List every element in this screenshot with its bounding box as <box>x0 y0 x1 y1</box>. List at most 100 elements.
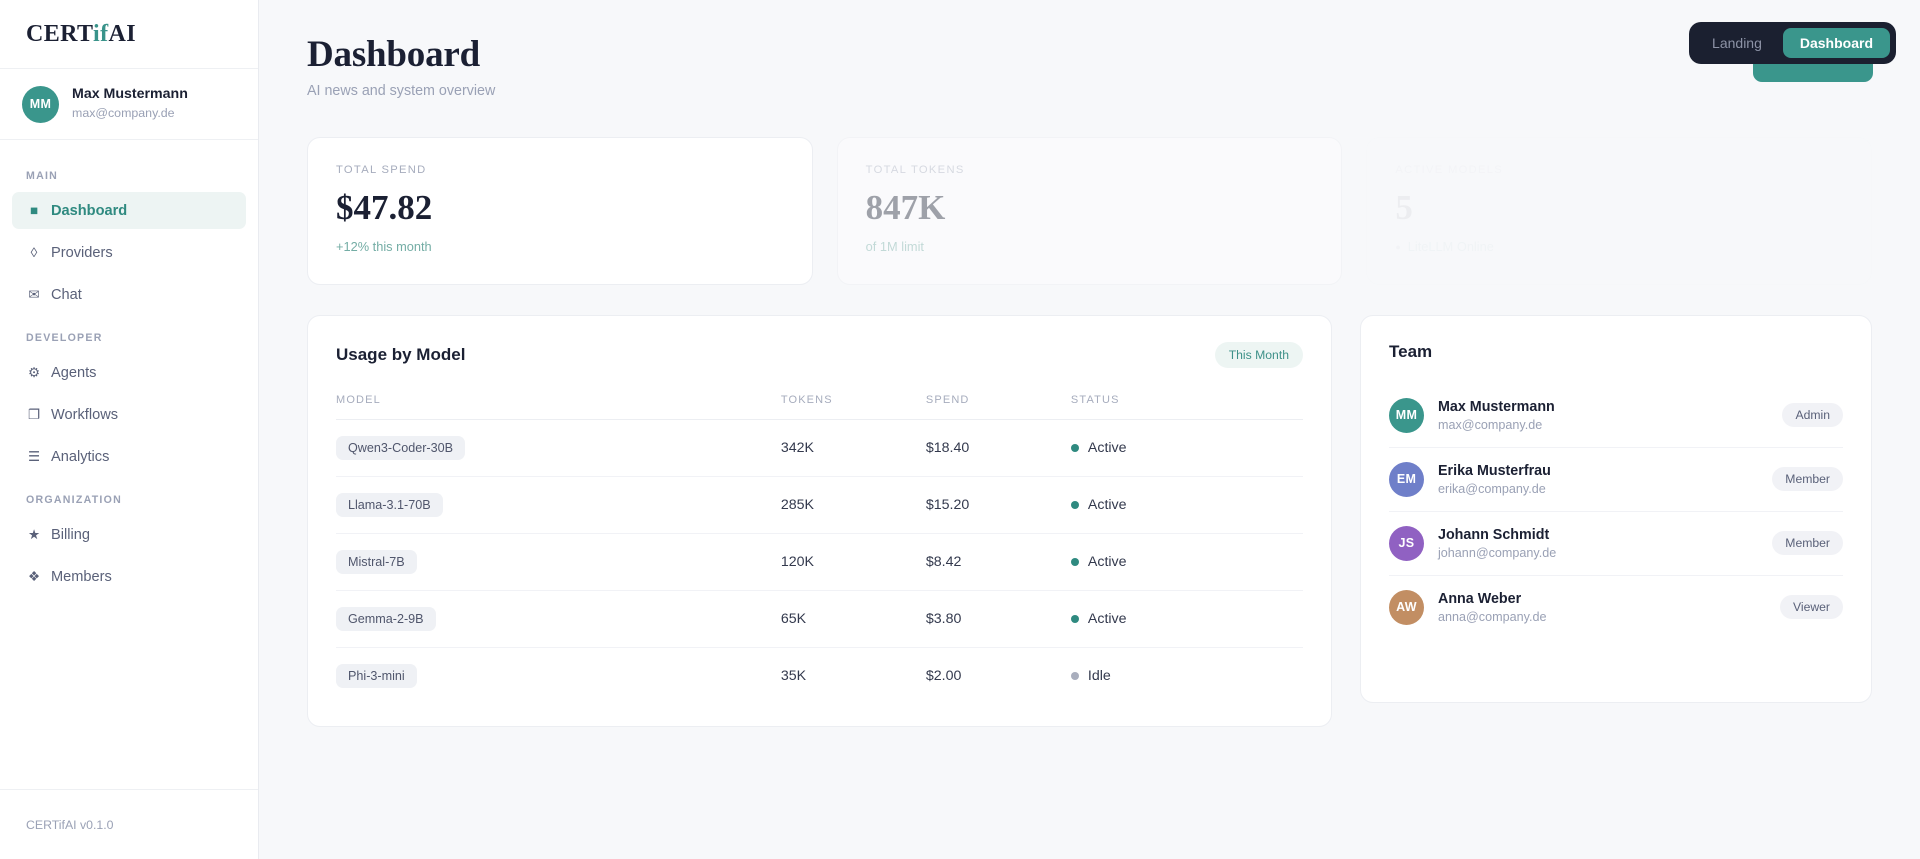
usage-panel-header: Usage by Model This Month <box>336 341 1303 368</box>
page-title: Dashboard <box>307 34 480 75</box>
team-member-email: johann@company.de <box>1438 546 1557 561</box>
nav-group-label-organization: ORGANIZATION <box>26 494 123 506</box>
stat-card-total-tokens: TOTAL TOKENS 847K of 1M limit <box>836 136 1343 285</box>
team-panel-title: Team <box>1389 341 1433 361</box>
cell-model: Gemma-2-9B <box>336 590 781 648</box>
logo-accent: if <box>93 20 109 47</box>
team-member-info: Erika Musterfrau erika@company.de <box>1438 462 1758 497</box>
model-chip: Phi-3-mini <box>336 663 417 688</box>
sidebar-item-label: Billing <box>51 526 90 543</box>
star-icon: ★ <box>27 526 41 542</box>
cell-model: Mistral-7B <box>336 533 781 591</box>
cell-tokens: 65K <box>780 590 926 648</box>
sidebar-item-analytics[interactable]: ☰ Analytics <box>12 438 246 475</box>
hamburger-lines-icon: ☰ <box>27 448 41 464</box>
role-badge: Admin <box>1782 403 1843 428</box>
view-toggle-option-landing[interactable]: Landing <box>1712 35 1762 51</box>
status-label: Active <box>1087 553 1127 570</box>
status-dot-icon <box>1070 443 1079 452</box>
table-row[interactable]: Llama-3.1-70B 285K $15.20 Active <box>336 476 1303 534</box>
cell-tokens: 120K <box>780 533 926 591</box>
sidebar-item-dashboard[interactable]: ■ Dashboard <box>12 192 246 229</box>
sidebar-item-members[interactable]: ❖ Members <box>12 558 246 595</box>
team-member-info: Anna Weber anna@company.de <box>1438 590 1766 625</box>
team-member-name: Anna Weber <box>1438 590 1522 607</box>
table-row[interactable]: Phi-3-mini 35K $2.00 Idle <box>336 647 1303 704</box>
team-member-email: max@company.de <box>1438 418 1543 433</box>
sidebar-item-agents[interactable]: ⚙ Agents <box>12 354 246 391</box>
team-member-name: Max Mustermann <box>1438 398 1555 415</box>
sidebar-item-label: Workflows <box>51 406 119 423</box>
usage-table: MODEL TOKENS SPEND STATUS Qwen3-Coder-30… <box>336 393 1303 704</box>
list-item[interactable]: EM Erika Musterfrau erika@company.de Member <box>1389 448 1843 512</box>
list-item[interactable]: AW Anna Weber anna@company.de Viewer <box>1389 576 1843 639</box>
sidebar-item-billing[interactable]: ★ Billing <box>12 516 246 553</box>
role-badge: Member <box>1772 467 1843 492</box>
cell-tokens: 342K <box>780 419 926 477</box>
envelope-icon: ✉ <box>28 286 40 302</box>
role-badge: Viewer <box>1779 595 1843 620</box>
sidebar-item-workflows[interactable]: ❐ Workflows <box>12 396 246 433</box>
avatar: MM <box>22 85 59 123</box>
app-logo: CERTifAI <box>26 21 136 48</box>
table-row[interactable]: Qwen3-Coder-30B 342K $18.40 Active <box>336 419 1303 477</box>
team-member-info: Max Mustermann max@company.de <box>1438 398 1768 433</box>
sidebar-item-providers[interactable]: ◊ Providers <box>12 234 246 271</box>
column-header-spend: SPEND <box>925 393 1071 420</box>
cell-spend: $3.80 <box>925 590 1071 648</box>
stat-status-note: LiteLLM Online <box>1395 239 1843 254</box>
sidebar-item-label: Analytics <box>51 448 110 465</box>
gear-icon: ⚙ <box>27 364 41 380</box>
stat-label: ACTIVE MODELS <box>1395 164 1843 176</box>
cell-model: Llama-3.1-70B <box>336 476 781 534</box>
view-toggle-option-dashboard[interactable]: Dashboard <box>1782 28 1890 58</box>
status-badge: Active <box>1070 439 1303 456</box>
stacked-squares-icon: ❐ <box>27 406 41 422</box>
cell-spend: $2.00 <box>925 667 962 684</box>
cell-tokens: 35K <box>780 667 807 684</box>
sidebar-user-email: max@company.de <box>72 106 175 121</box>
avatar: AW <box>1389 589 1424 625</box>
stat-label: TOTAL TOKENS <box>865 163 965 176</box>
status-badge: Active <box>1070 496 1303 513</box>
sidebar-nav: MAIN ■ Dashboard ◊ Providers ✉ Chat DEVELOPER ⚙ A… <box>0 140 258 789</box>
column-header-status: STATUS <box>1070 393 1303 420</box>
table-row[interactable]: Mistral-7B 120K $8.42 Active <box>336 533 1303 591</box>
logo-prefix: CERT <box>26 20 94 47</box>
logo-suffix: AI <box>108 20 136 47</box>
four-point-diamond-icon: ❖ <box>27 568 41 584</box>
status-label: Idle <box>1087 667 1111 684</box>
square-filled-icon: ■ <box>29 202 39 218</box>
sidebar-user-card[interactable]: MM Max Mustermann max@company.de <box>0 69 258 140</box>
status-label: Active <box>1087 439 1127 456</box>
cell-status: Idle <box>1070 647 1303 704</box>
avatar: JS <box>1389 525 1424 561</box>
list-item[interactable]: JS Johann Schmidt johann@company.de Member <box>1389 512 1843 576</box>
usage-panel-title: Usage by Model <box>336 344 466 364</box>
model-chip: Mistral-7B <box>336 549 417 574</box>
column-header-model: MODEL <box>336 393 781 420</box>
stat-value: 5 <box>1395 188 1843 228</box>
brand-area[interactable]: CERTifAI <box>0 0 258 69</box>
cell-status: Active <box>1070 590 1303 648</box>
cell-model: Qwen3-Coder-30B <box>336 419 781 477</box>
status-label: Active <box>1087 496 1127 513</box>
usage-by-model-panel: Usage by Model This Month MODEL TOKENS S… <box>307 314 1332 727</box>
table-row[interactable]: Gemma-2-9B 65K $3.80 Active <box>336 590 1303 648</box>
column-header-tokens: TOKENS <box>780 393 926 420</box>
nav-group-label-main: MAIN <box>26 170 59 182</box>
avatar: EM <box>1389 461 1424 497</box>
list-item[interactable]: MM Max Mustermann max@company.de Admin <box>1389 384 1843 448</box>
team-member-email: erika@company.de <box>1438 482 1546 497</box>
cell-status: Active <box>1070 419 1303 477</box>
diamond-outline-icon: ◊ <box>30 244 38 260</box>
model-chip: Qwen3-Coder-30B <box>336 435 465 460</box>
sidebar-item-chat[interactable]: ✉ Chat <box>12 276 246 313</box>
status-badge: Active <box>1070 553 1303 570</box>
status-badge: Idle <box>1070 667 1303 684</box>
time-range-badge[interactable]: This Month <box>1214 341 1303 368</box>
cell-tokens: 285K <box>780 476 926 534</box>
team-member-name: Johann Schmidt <box>1438 526 1550 543</box>
model-chip: Llama-3.1-70B <box>336 492 443 517</box>
sidebar-item-label: Dashboard <box>51 202 128 219</box>
